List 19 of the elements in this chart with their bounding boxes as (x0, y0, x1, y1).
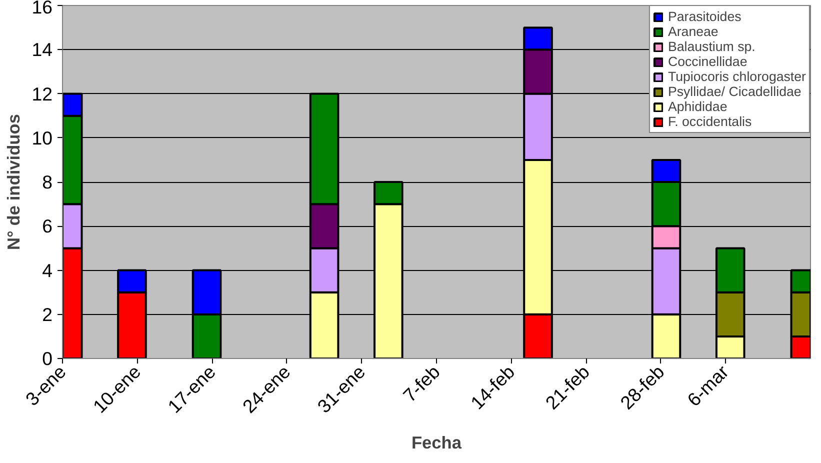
y-tick-label: 6 (42, 216, 53, 237)
y-tick-label: 10 (32, 127, 53, 148)
y-tick-label: 0 (42, 348, 53, 369)
y-tick-label: 16 (32, 0, 53, 18)
y-tick-label: 12 (32, 83, 53, 104)
x-axis-title: Fecha (411, 432, 462, 452)
legend-label: Parasitoides (668, 9, 742, 24)
legend-label: Araneae (668, 24, 718, 39)
legend-label: Psyllidae/ Cicadellidae (668, 84, 802, 99)
legend-label: Aphididae (668, 99, 728, 114)
y-axis-title: N° de individuos (4, 114, 24, 250)
legend-label: Tupiocoris chlorogaster (668, 69, 806, 84)
legend-label: Coccinellidae (668, 54, 748, 69)
y-tick-label: 8 (42, 172, 53, 192)
y-tick-label: 2 (42, 304, 53, 325)
y-tick-label: 14 (32, 39, 53, 60)
y-tick-label: 4 (42, 260, 53, 281)
legend-label: Balaustium sp. (668, 39, 756, 54)
legend-label: F. occidentalis (668, 114, 752, 129)
